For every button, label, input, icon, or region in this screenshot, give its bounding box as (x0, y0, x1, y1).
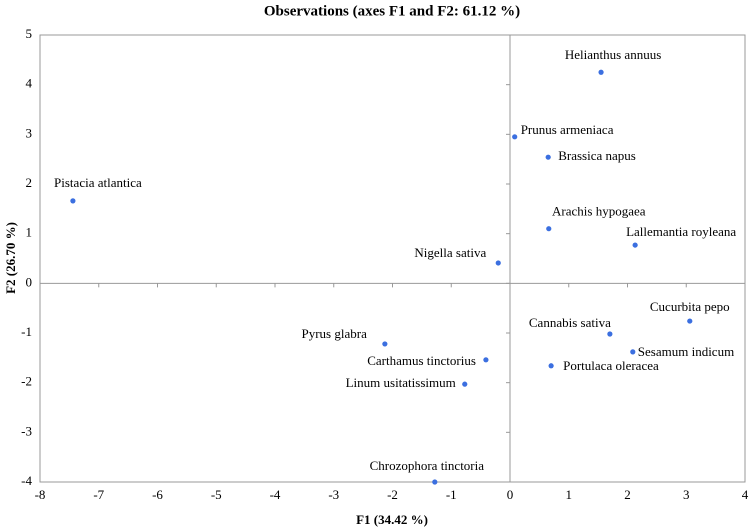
x-tick-label: -5 (211, 487, 222, 502)
point (462, 381, 468, 387)
point (548, 363, 554, 369)
point (483, 357, 489, 363)
y-tick-label: -1 (21, 324, 32, 339)
point (512, 134, 518, 140)
point-label: Brassica napus (558, 148, 636, 163)
x-tick-label: 4 (742, 487, 749, 502)
point-label: Nigella sativa (414, 245, 486, 260)
point-label: Pistacia atlantica (54, 175, 142, 190)
x-tick-label: 1 (566, 487, 573, 502)
y-tick-label: -2 (21, 374, 32, 389)
point (545, 154, 551, 160)
point-label: Sesamum indicum (638, 344, 734, 359)
y-tick-label: 3 (26, 125, 33, 140)
point (546, 226, 552, 232)
point-label: Lallemantia royleana (626, 224, 736, 239)
x-tick-label: -3 (328, 487, 339, 502)
x-tick-label: -7 (93, 487, 104, 502)
x-tick-label: -6 (152, 487, 163, 502)
plot-frame (39, 34, 746, 483)
point-label: Portulaca oleracea (563, 358, 659, 373)
x-tick-label: 3 (683, 487, 690, 502)
x-tick-label: 0 (507, 487, 514, 502)
point (632, 242, 638, 248)
y-tick-label: -3 (21, 423, 32, 438)
point-label: Linum usitatissimum (346, 375, 456, 390)
x-tick-label: -1 (446, 487, 457, 502)
y-tick-label: 2 (26, 175, 33, 190)
point-label: Arachis hypogaea (552, 204, 646, 219)
y-tick-label: 1 (26, 225, 33, 240)
chart-title: Observations (axes F1 and F2: 61.12 %) (264, 3, 520, 19)
point (687, 318, 693, 324)
point (495, 260, 501, 266)
point-label: Cannabis sativa (529, 315, 611, 330)
x-tick-label: -4 (270, 487, 281, 502)
point (382, 341, 388, 347)
y-axis-title: F2 (26.70 %) (3, 222, 18, 294)
x-tick-label: 2 (624, 487, 631, 502)
y-tick-label: 0 (26, 274, 33, 289)
y-tick-label: -4 (21, 473, 32, 488)
point (432, 479, 438, 485)
point (630, 349, 636, 355)
point-label: Cucurbita pepo (650, 299, 730, 314)
point (598, 69, 604, 75)
point-label: Pyrus glabra (302, 326, 368, 341)
x-axis-title: F1 (34.42 %) (356, 512, 428, 527)
point-label: Carthamus tinctorius (367, 353, 476, 368)
x-tick-label: -2 (387, 487, 398, 502)
point-label: Helianthus annuus (565, 47, 661, 62)
y-tick-label: 4 (26, 76, 33, 91)
point-label: Chrozophora tinctoria (370, 458, 485, 473)
point (70, 198, 76, 204)
point-label: Prunus armeniaca (521, 122, 614, 137)
point (607, 331, 613, 337)
y-tick-label: 5 (26, 26, 33, 41)
x-tick-label: -8 (35, 487, 46, 502)
